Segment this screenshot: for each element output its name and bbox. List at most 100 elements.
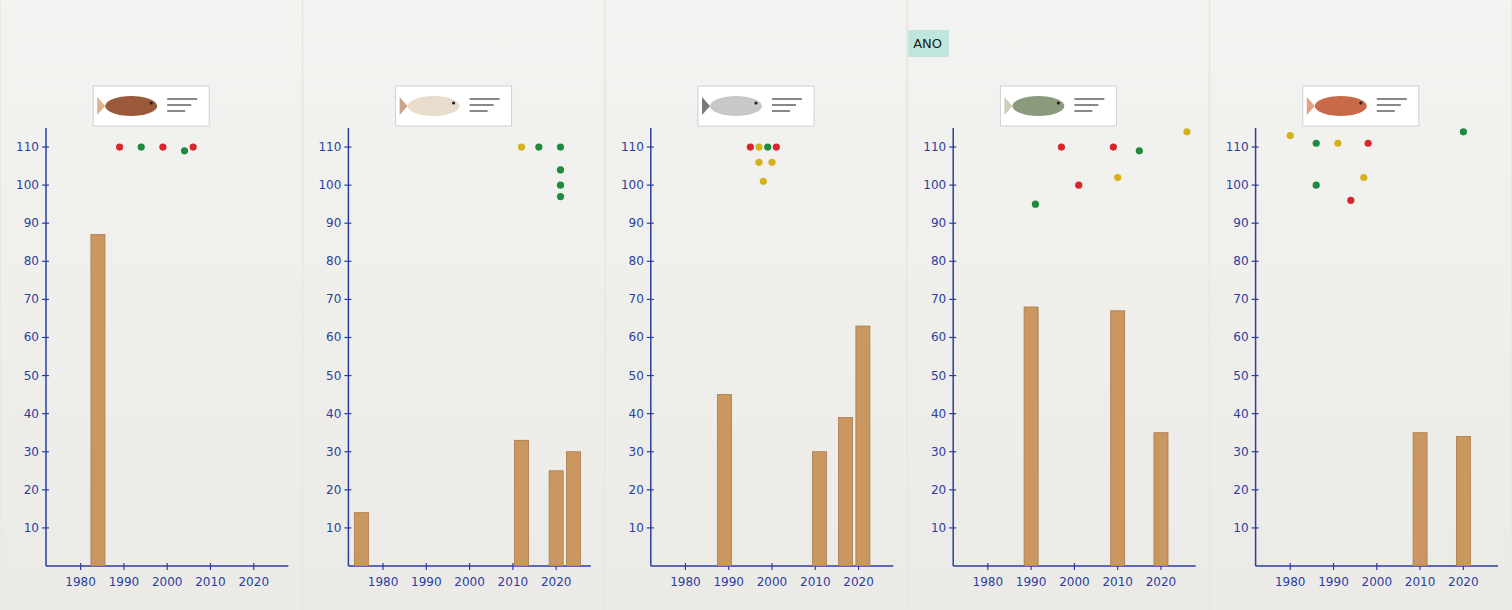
y-tick-label: 30 (24, 445, 39, 459)
x-tick-label: 2010 (1102, 575, 1133, 589)
x-tick (987, 563, 988, 570)
plot-area (354, 143, 580, 566)
x-tick (685, 563, 686, 570)
y-tick-label: 70 (1233, 292, 1248, 306)
y-tick-label: 10 (326, 521, 341, 535)
panel: 1020304050607080901001101980199020002010… (1211, 0, 1511, 610)
bar (1111, 311, 1125, 566)
x-tick (1376, 563, 1377, 570)
y-tick (42, 299, 49, 300)
y-tick-label: 90 (24, 216, 39, 230)
x-tick-label: 2010 (498, 575, 529, 589)
y-tick-label: 20 (931, 483, 946, 497)
dot (764, 143, 771, 150)
y-tick (647, 223, 654, 224)
y-tick-label: 20 (629, 483, 644, 497)
y-tick (1252, 299, 1259, 300)
y-tick (1252, 489, 1259, 490)
x-tick (512, 563, 513, 570)
y-tick (344, 375, 351, 376)
dot (1313, 140, 1320, 147)
y-tick-label: 10 (1233, 521, 1248, 535)
plot-area (717, 143, 870, 566)
panel: 1020304050607080901001101980199020002010… (303, 0, 603, 610)
bar (717, 395, 731, 566)
y-tick-label: 100 (16, 178, 39, 192)
dot (1360, 174, 1367, 181)
y-tick (1252, 337, 1259, 338)
y-tick-label: 70 (326, 292, 341, 306)
x-tick (1074, 563, 1075, 570)
y-tick (1252, 146, 1259, 147)
y-tick-label: 30 (1233, 445, 1248, 459)
y-tick (344, 146, 351, 147)
y-tick-label: 40 (24, 407, 39, 421)
bar (856, 326, 870, 566)
dot (1114, 174, 1121, 181)
dot (535, 143, 542, 150)
y-tick (647, 337, 654, 338)
y-tick-label: 20 (326, 483, 341, 497)
plot-area (1024, 128, 1190, 566)
x-tick-label: 2020 (843, 575, 874, 589)
plot-area (91, 143, 197, 566)
y-tick (647, 451, 654, 452)
paper (1211, 0, 1511, 610)
y-tick-label: 60 (931, 330, 946, 344)
x-tick-label: 1980 (368, 575, 399, 589)
y-tick-label: 10 (629, 521, 644, 535)
x-tick-label: 2000 (1362, 575, 1393, 589)
y-tick (949, 489, 956, 490)
y-tick (647, 413, 654, 414)
x-tick-label: 2020 (541, 575, 572, 589)
dot (1075, 182, 1082, 189)
y-tick (42, 451, 49, 452)
y-axis (45, 128, 47, 566)
y-tick (344, 299, 351, 300)
dot (1347, 197, 1354, 204)
y-tick (647, 299, 654, 300)
y-tick (42, 185, 49, 186)
dot (181, 147, 188, 154)
y-tick (949, 451, 956, 452)
dot (1334, 140, 1341, 147)
y-axis (650, 128, 652, 566)
x-tick (1333, 563, 1334, 570)
y-tick-label: 60 (326, 330, 341, 344)
y-tick (344, 337, 351, 338)
y-tick-label: 30 (931, 445, 946, 459)
y-tick-label: 70 (931, 292, 946, 306)
x-tick (382, 563, 383, 570)
y-tick-label: 90 (629, 216, 644, 230)
y-tick-label: 50 (629, 369, 644, 383)
dot (557, 166, 564, 173)
y-tick-label: 20 (1233, 483, 1248, 497)
x-tick (426, 563, 427, 570)
y-tick (344, 527, 351, 528)
y-tick (42, 527, 49, 528)
y-tick (42, 375, 49, 376)
fish-card (1000, 86, 1116, 126)
y-axis (952, 128, 954, 566)
dot (1136, 147, 1143, 154)
y-tick (1252, 413, 1259, 414)
x-tick-label: 1990 (109, 575, 140, 589)
y-tick-label: 110 (621, 140, 644, 154)
x-tick-label: 2000 (757, 575, 788, 589)
annotation: ANO (913, 36, 942, 51)
y-tick-label: 100 (1226, 178, 1249, 192)
y-tick (1252, 451, 1259, 452)
y-tick (949, 413, 956, 414)
y-tick-label: 80 (1233, 254, 1248, 268)
y-tick-label: 60 (1233, 330, 1248, 344)
y-tick-label: 30 (326, 445, 341, 459)
bar (566, 452, 580, 566)
x-tick (253, 563, 254, 570)
x-tick-label: 1990 (713, 575, 744, 589)
y-tick (647, 489, 654, 490)
y-tick-label: 50 (1233, 369, 1248, 383)
y-tick (344, 489, 351, 490)
y-tick-label: 30 (629, 445, 644, 459)
dot (557, 143, 564, 150)
dot (1313, 182, 1320, 189)
